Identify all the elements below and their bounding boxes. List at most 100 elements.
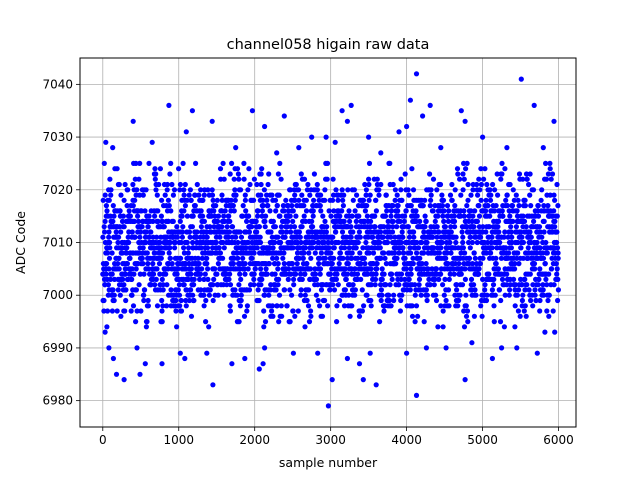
data-point	[279, 229, 285, 235]
data-point	[503, 245, 509, 251]
data-point	[160, 250, 166, 256]
data-point	[463, 166, 469, 172]
data-point	[483, 250, 489, 256]
data-point	[200, 197, 206, 203]
data-point	[478, 181, 484, 188]
data-point	[257, 239, 264, 246]
data-point	[341, 303, 348, 309]
data-point	[551, 282, 557, 288]
data-point	[388, 208, 394, 214]
data-point	[173, 297, 179, 304]
data-point	[379, 292, 385, 298]
data-point	[322, 197, 328, 203]
data-point	[455, 171, 461, 177]
data-point	[325, 403, 331, 409]
data-point	[234, 292, 240, 298]
data-point	[301, 176, 308, 182]
data-point	[143, 187, 149, 193]
data-point	[157, 166, 163, 172]
data-point	[159, 361, 165, 367]
data-point	[116, 255, 122, 261]
data-point	[539, 234, 545, 240]
data-point	[194, 229, 200, 235]
data-point	[106, 255, 113, 261]
data-point	[310, 224, 316, 230]
data-point	[104, 308, 111, 314]
data-point	[489, 287, 495, 293]
data-point	[461, 213, 467, 219]
data-point	[507, 213, 513, 219]
data-point	[424, 297, 430, 304]
data-point	[514, 208, 520, 214]
data-point	[133, 319, 139, 325]
data-point	[175, 287, 181, 293]
data-point	[264, 197, 270, 203]
data-point	[355, 255, 361, 261]
data-point	[296, 145, 302, 151]
data-point	[193, 234, 200, 240]
data-point	[167, 239, 173, 246]
data-point	[320, 213, 326, 219]
data-point	[354, 192, 360, 198]
data-point	[255, 213, 261, 219]
data-point	[126, 239, 132, 246]
y-tick-label: 6980	[42, 394, 73, 408]
data-point	[292, 197, 298, 203]
data-point	[236, 176, 242, 182]
data-point	[398, 276, 404, 282]
data-point	[129, 292, 135, 298]
data-point	[546, 313, 552, 319]
data-point	[105, 250, 111, 256]
data-point	[390, 224, 396, 230]
data-point	[433, 292, 439, 298]
data-point	[445, 213, 451, 219]
data-point	[365, 234, 371, 240]
data-point	[555, 297, 561, 304]
data-point	[158, 213, 164, 219]
data-point	[500, 213, 506, 219]
data-point	[396, 129, 402, 135]
data-point	[532, 266, 538, 272]
data-point	[281, 287, 288, 293]
data-point	[345, 261, 351, 267]
data-point	[190, 239, 196, 246]
data-point	[292, 192, 298, 198]
data-point	[471, 250, 477, 256]
data-point	[488, 192, 494, 198]
data-point	[184, 197, 190, 203]
data-point	[214, 197, 220, 203]
data-point	[417, 218, 423, 224]
data-point	[273, 208, 279, 214]
data-point	[543, 176, 550, 182]
data-point	[423, 261, 429, 267]
data-point	[314, 181, 320, 188]
data-point	[363, 187, 369, 193]
data-point	[152, 176, 158, 182]
data-point	[398, 239, 404, 246]
data-point	[107, 239, 113, 246]
y-tick-label: 7030	[42, 130, 73, 144]
data-point	[315, 350, 321, 356]
data-point	[388, 303, 394, 309]
data-point	[191, 282, 197, 288]
data-point	[232, 187, 238, 193]
data-point	[135, 213, 141, 219]
data-point	[496, 229, 502, 235]
data-point	[378, 287, 384, 293]
data-point	[377, 245, 383, 251]
data-point	[470, 213, 476, 219]
data-point	[167, 245, 173, 251]
data-point	[204, 261, 210, 267]
data-point	[247, 181, 253, 188]
data-point	[181, 187, 187, 193]
data-point	[158, 255, 164, 261]
data-point	[275, 261, 281, 267]
data-point	[135, 218, 142, 224]
data-point	[269, 308, 275, 314]
data-point	[389, 271, 395, 277]
data-point	[281, 113, 287, 119]
data-point	[121, 224, 127, 230]
data-point	[394, 255, 400, 261]
data-point	[407, 245, 413, 251]
data-point	[266, 292, 272, 298]
